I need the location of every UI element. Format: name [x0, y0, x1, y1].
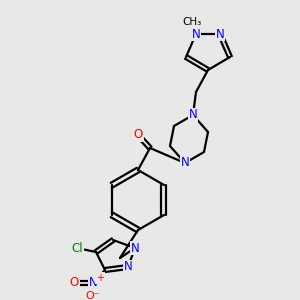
Text: O: O: [69, 277, 79, 290]
Text: N: N: [181, 157, 189, 169]
Text: O: O: [134, 128, 142, 142]
Text: N: N: [130, 242, 140, 254]
Text: Cl: Cl: [71, 242, 83, 254]
Text: O⁻: O⁻: [86, 291, 100, 300]
Text: N: N: [88, 277, 98, 290]
Text: N: N: [189, 109, 197, 122]
Text: N: N: [216, 28, 224, 40]
Text: N: N: [124, 260, 132, 274]
Text: CH₃: CH₃: [182, 17, 202, 27]
Text: N: N: [192, 28, 200, 40]
Text: +: +: [96, 273, 104, 283]
